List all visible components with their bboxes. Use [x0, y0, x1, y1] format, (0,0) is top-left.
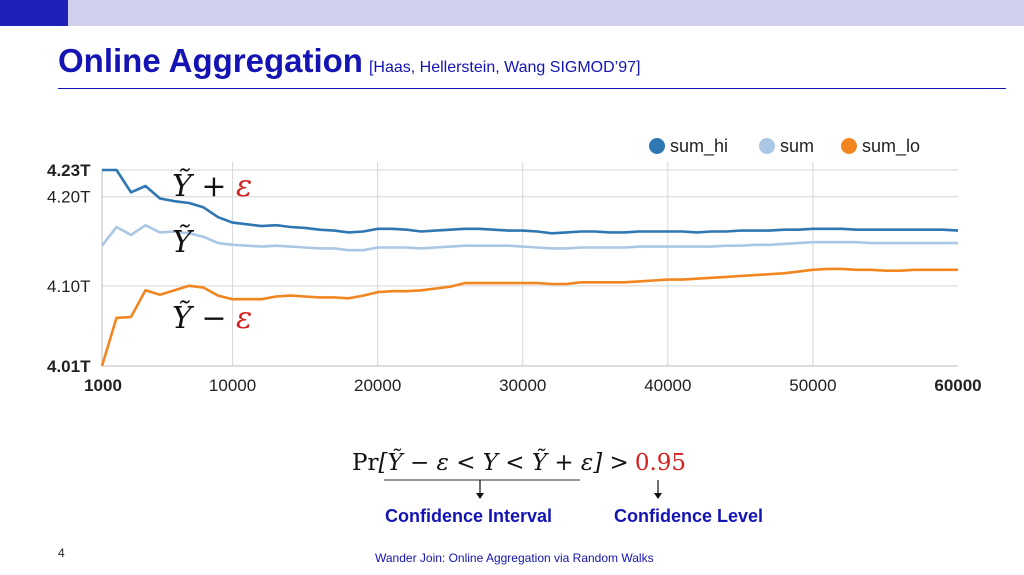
x-tick-label: 60000 [934, 376, 981, 395]
legend-marker-sum-hi [649, 138, 665, 154]
y-tick-label: 4.10T [47, 277, 90, 296]
level-arrowhead [654, 493, 662, 499]
x-tick-label: 50000 [789, 376, 836, 395]
page-number: 4 [58, 546, 65, 560]
x-tick-label: 1000 [84, 376, 122, 395]
x-tick-label: 10000 [209, 376, 256, 395]
header-accent-block [0, 0, 68, 26]
footer-text: Wander Join: Online Aggregation via Rand… [375, 551, 654, 565]
pr-symbol: Pr [352, 450, 378, 476]
title-underline [58, 88, 1006, 89]
lower-bound-label: Ỹ − ε [172, 300, 252, 336]
y-tick-label: 4.23T [47, 161, 91, 180]
legend-marker-sum-lo [841, 138, 857, 154]
interval-arrowhead [476, 493, 484, 499]
upper-y-tilde: Ỹ + [172, 168, 226, 204]
x-tick-label: 30000 [499, 376, 546, 395]
grid-lines [101, 162, 958, 367]
probability-formula: Pr[Ỹ − ε < Y < Ỹ + ε] > 0.95 [352, 448, 686, 476]
upper-bound-label: Ỹ + ε [172, 168, 252, 204]
title-reference: [Haas, Hellerstein, Wang SIGMOD’97] [368, 59, 641, 76]
legend-marker-sum [759, 138, 775, 154]
legend-label-sum-hi: sum_hi [670, 136, 728, 157]
confidence-value: 0.95 [635, 450, 686, 476]
confidence-level-label: Confidence Level [614, 506, 764, 526]
estimate-label: Ỹ [172, 224, 195, 260]
slide-title: Online Aggregation [Haas, Hellerstein, Wa… [58, 42, 640, 80]
x-tick-label: 40000 [644, 376, 691, 395]
lower-y-tilde: Ỹ − [172, 300, 226, 336]
header-band [68, 0, 1024, 26]
series-line-sum [100, 223, 958, 252]
x-tick-label: 20000 [354, 376, 401, 395]
lower-epsilon: ε [226, 301, 252, 336]
y-tick-label: 4.20T [47, 188, 90, 207]
legend-label-sum-lo: sum_lo [862, 136, 920, 157]
series-line-sum-lo [100, 267, 958, 367]
confidence-interval-label: Confidence Interval [385, 506, 553, 526]
title-main: Online Aggregation [58, 42, 363, 79]
legend: sum_hi sum sum_lo [649, 136, 920, 157]
formula-expression: [Ỹ − ε < Y < Ỹ + ε] > [378, 448, 628, 476]
y-tick-label: 4.01T [47, 357, 91, 376]
series-lines [100, 168, 959, 367]
legend-label-sum: sum [780, 136, 814, 156]
series-line-sum-hi [102, 168, 959, 235]
upper-epsilon: ε [226, 169, 252, 204]
